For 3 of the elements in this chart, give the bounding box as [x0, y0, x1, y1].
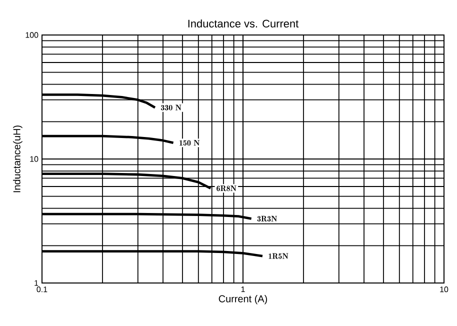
x-axis-title: Current (A)	[218, 295, 268, 304]
y-axis-title: Inductance(uH)	[13, 126, 22, 192]
chart-title: Inductance vs. Current	[188, 19, 299, 28]
